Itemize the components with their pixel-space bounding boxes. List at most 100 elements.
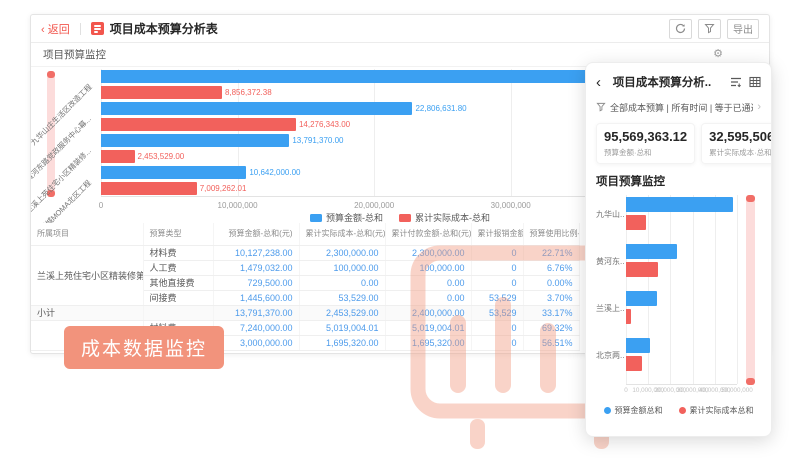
gridline [670,195,672,384]
legend-item: 预算金额总和 [603,405,663,416]
list-icon [731,77,741,88]
bar-row [626,262,737,277]
chart-legend: 预算金额总和 累计实际成本总和 [596,405,761,416]
chart-bar [626,338,650,353]
divider [79,22,81,35]
legend-label: 累计实际成本-总和 [415,213,490,223]
column-header: 所属项目 [31,223,144,246]
axis-tick-label: 10,000,000 [632,387,664,394]
gridline [737,195,738,384]
table-row: 小计 13,791,370.00 2,453,529.00 2,400,000.00 5… [31,305,580,321]
value-cell: 53,529.00 [299,290,386,306]
table-row: 间接费 1,445,600.00 53,529.00 0.00 53,529 3.70% [31,290,580,306]
legend-swatch [678,407,686,414]
chart-bar [626,309,632,324]
back-button[interactable]: ‹ 返回 [41,23,70,36]
value-cell: 1,445,600.00 [213,290,300,306]
value-cell: 33.17% [523,305,580,321]
page-title: 项目成本预算分析表 [109,22,218,36]
column-header: 预算类型 [143,223,214,246]
stat-label: 预算金额·总和 [604,148,652,157]
column-header: 累计付款金额-总和(元) [385,223,472,246]
panel-back-button[interactable]: ‹ [596,73,601,91]
bar-value-label: 2,453,529.00 [137,152,185,161]
legend-swatch [603,407,611,414]
mobile-preview-panel: ‹ 项目成本预算分析.. 全部成本预算 | 所有时间 | 等于已通过 › 95,… [585,62,772,437]
gear-icon[interactable]: ⚙ [713,48,723,60]
chart-bar [101,166,247,179]
value-cell: 2,300,000.00 [299,245,386,261]
datazoom-slider[interactable] [47,71,55,197]
chart-bar [626,262,658,277]
list-view-button[interactable] [730,76,742,88]
axis-tick-label: 10,000,000 [217,201,258,210]
value-cell: 53,529 [471,305,524,321]
value-cell: 2,400,000.00 [385,305,472,321]
datazoom-slider[interactable] [746,195,755,385]
bar-row [626,244,737,259]
budget-type-cell: 间接费 [143,290,214,306]
bar-value-label: 14,276,343.00 [298,120,351,129]
filter-bar[interactable]: 全部成本预算 | 所有时间 | 等于已通过 › [596,97,761,117]
plot-area [626,195,738,385]
gridline [510,69,512,196]
bar-row [626,356,737,371]
chart-bar [626,291,657,306]
value-cell: 0.00 [385,290,472,306]
section-header: 项目预算监控 ⚙ [31,43,769,67]
panel-section-title: 项目预算监控 [596,176,665,188]
budget-type-cell: 材料费 [143,245,214,261]
filter-summary: 全部成本预算 | 所有时间 | 等于已通过 [610,102,754,113]
value-cell: 0.00 [299,275,386,291]
stat-value: 95,569,363.12 [604,129,688,144]
column-header: 累计实际成本-总和(元) [299,223,386,246]
chart-legend: 预算金额-总和 累计实际成本-总和 [31,211,769,224]
value-cell: 100,000.00 [299,260,386,276]
value-cell: 69.32% [523,320,580,336]
value-cell: 56.51% [523,335,580,351]
gridline [374,69,376,196]
axis-tick-label: 30,000,000 [676,387,709,394]
bar-row [626,197,737,212]
value-cell: 1,479,032.00 [213,260,300,276]
axis-tick-label: 0 [624,387,628,394]
gridline [648,195,650,384]
chart-bar [626,244,677,259]
chart-bar [101,86,222,99]
category-axis: 九华山.. 黄河东.. 兰溪上.. 北京两.. [596,195,624,385]
window-header: ‹ 返回 项目成本预算分析表 导出 [31,15,769,43]
value-cell: 0.00% [523,275,580,291]
filter-button[interactable] [698,18,721,39]
legend-label: 累计实际成本总和 [689,406,754,415]
bar-row [626,338,737,353]
chart-bar [101,134,290,147]
project-cell: 兰溪上苑住宅小区精装修第... [31,245,144,306]
value-cell: 10,127,238.00 [213,245,300,261]
value-cell: 2,300,000.00 [385,245,472,261]
value-cell: 13,791,370.00 [213,305,300,321]
table-row: 其他直接费 729,500.00 0.00 0.00 0 0.00% [31,275,580,291]
gridline [237,69,239,196]
value-cell: 0 [471,335,524,351]
stat-label: 累计实际成本·总和 [709,148,772,157]
grid-view-button[interactable] [749,76,761,88]
refresh-button[interactable] [669,18,692,39]
category-axis: 九华山庄生活区改造工程 黄河东路党政服务中心幕... 兰溪上苑住宅小区精装修... 北… [31,69,95,249]
value-cell: 2,453,529.00 [299,305,386,321]
table-row: 兰溪上苑住宅小区精装修第... 材料费 10,127,238.00 2,300,000… [31,245,580,306]
table-row: 人工费 1,479,032.00 100,000.00 100,000.00 0 6.76… [31,260,580,276]
bar-row: 2,453,529.00 [101,150,761,163]
bar-value-label: 22,806,631.80 [415,104,467,113]
chart-bar [626,215,646,230]
category-label: 兰溪上.. [596,303,625,313]
legend-item: 累计实际成本-总和 [399,211,490,224]
export-button[interactable]: 导出 [727,18,759,39]
gridline [714,195,716,384]
category-label: 北京两.. [596,350,625,360]
value-cell: 100,000.00 [385,260,472,276]
axis-tick-label: 20,000,000 [354,201,395,210]
legend-item: 预算金额-总和 [310,211,383,224]
value-cell: 5,019,004.01 [385,320,472,336]
value-cell: 0 [471,320,524,336]
bar-value-label: 10,642,000.00 [249,168,301,177]
